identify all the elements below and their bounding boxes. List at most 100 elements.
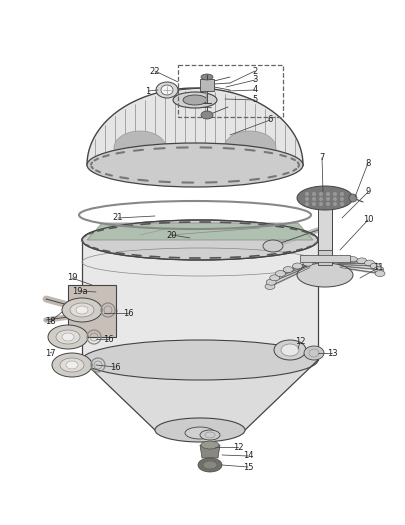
Ellipse shape	[326, 257, 336, 262]
Text: 20: 20	[167, 230, 177, 239]
Text: 19a: 19a	[72, 287, 88, 296]
Text: 7: 7	[319, 153, 325, 163]
Ellipse shape	[48, 325, 88, 349]
Ellipse shape	[297, 186, 353, 210]
Ellipse shape	[173, 92, 217, 108]
Ellipse shape	[326, 192, 330, 196]
Ellipse shape	[200, 430, 220, 440]
Polygon shape	[87, 88, 303, 165]
Text: 12: 12	[295, 338, 305, 346]
Text: 9: 9	[365, 187, 371, 196]
Ellipse shape	[201, 441, 219, 449]
Ellipse shape	[62, 333, 74, 341]
Ellipse shape	[56, 330, 80, 344]
Ellipse shape	[270, 275, 280, 281]
Ellipse shape	[281, 344, 299, 356]
Ellipse shape	[319, 202, 323, 206]
Ellipse shape	[155, 418, 245, 442]
Ellipse shape	[275, 270, 286, 277]
Ellipse shape	[326, 197, 330, 201]
Ellipse shape	[314, 258, 324, 264]
Ellipse shape	[114, 131, 166, 165]
Text: 22: 22	[150, 67, 160, 76]
Ellipse shape	[333, 192, 337, 196]
Polygon shape	[200, 445, 220, 458]
Ellipse shape	[62, 298, 102, 322]
Ellipse shape	[156, 82, 178, 98]
Ellipse shape	[349, 194, 357, 202]
Polygon shape	[68, 285, 116, 337]
Ellipse shape	[201, 111, 213, 119]
Ellipse shape	[340, 192, 344, 196]
Ellipse shape	[265, 284, 275, 289]
Text: 8: 8	[365, 159, 371, 167]
Ellipse shape	[370, 263, 380, 269]
Text: 15: 15	[243, 463, 253, 471]
Polygon shape	[87, 223, 313, 240]
Text: 6: 6	[267, 116, 273, 124]
Ellipse shape	[312, 202, 316, 206]
Ellipse shape	[340, 197, 344, 201]
Text: 12: 12	[233, 443, 243, 452]
Ellipse shape	[305, 197, 309, 201]
Text: 3: 3	[252, 76, 258, 85]
Ellipse shape	[203, 461, 217, 469]
Polygon shape	[82, 240, 318, 360]
Ellipse shape	[185, 427, 215, 439]
Ellipse shape	[312, 192, 316, 196]
Ellipse shape	[305, 192, 309, 196]
Text: 17: 17	[45, 349, 55, 358]
Ellipse shape	[297, 263, 353, 287]
Ellipse shape	[333, 197, 337, 201]
Ellipse shape	[224, 131, 276, 165]
Ellipse shape	[198, 458, 222, 472]
Text: 16: 16	[123, 309, 133, 318]
Ellipse shape	[82, 220, 318, 260]
Ellipse shape	[161, 85, 173, 95]
Ellipse shape	[333, 202, 337, 206]
Polygon shape	[200, 79, 214, 91]
Ellipse shape	[76, 306, 88, 314]
Text: 18: 18	[45, 318, 55, 327]
Text: 1: 1	[145, 87, 151, 96]
Ellipse shape	[87, 143, 303, 187]
Ellipse shape	[263, 240, 283, 252]
Ellipse shape	[319, 192, 323, 196]
Ellipse shape	[266, 279, 276, 285]
Text: 11: 11	[373, 264, 383, 272]
Ellipse shape	[319, 197, 323, 201]
Ellipse shape	[66, 361, 78, 369]
Ellipse shape	[326, 202, 330, 206]
Ellipse shape	[305, 202, 309, 206]
Ellipse shape	[52, 353, 92, 377]
Ellipse shape	[304, 346, 324, 360]
Text: 4: 4	[252, 86, 258, 94]
Ellipse shape	[70, 303, 94, 317]
Polygon shape	[318, 205, 332, 280]
Ellipse shape	[201, 74, 213, 80]
Polygon shape	[300, 255, 350, 262]
Ellipse shape	[292, 263, 303, 269]
Ellipse shape	[283, 267, 293, 272]
Ellipse shape	[60, 358, 84, 372]
Ellipse shape	[274, 340, 306, 360]
Ellipse shape	[337, 256, 347, 262]
Text: 5: 5	[252, 96, 258, 104]
Ellipse shape	[375, 270, 385, 277]
Ellipse shape	[357, 258, 367, 264]
Text: 2: 2	[252, 67, 258, 76]
Text: 19: 19	[67, 274, 77, 282]
Text: 21: 21	[113, 214, 123, 223]
Ellipse shape	[82, 340, 318, 380]
Ellipse shape	[340, 202, 344, 206]
Text: 16: 16	[110, 362, 120, 372]
Ellipse shape	[183, 95, 207, 105]
Text: 10: 10	[363, 215, 373, 225]
Ellipse shape	[364, 260, 375, 266]
Ellipse shape	[374, 267, 384, 272]
Ellipse shape	[303, 260, 313, 266]
Ellipse shape	[347, 257, 358, 262]
Text: 13: 13	[327, 349, 337, 358]
Text: 16: 16	[103, 334, 113, 343]
Text: 14: 14	[243, 452, 253, 460]
